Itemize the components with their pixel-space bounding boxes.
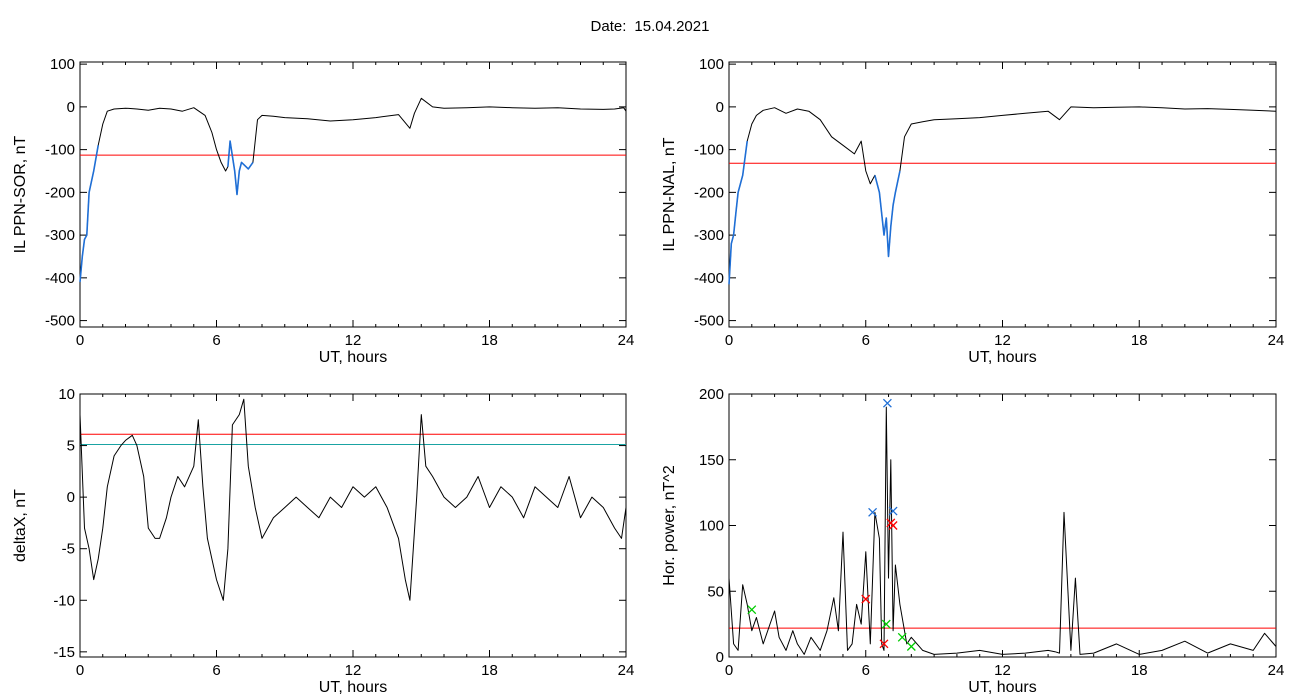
x-tick-label: 6	[212, 662, 220, 679]
y-axis-title: deltaX, nT	[12, 489, 29, 562]
highlighted-segment	[728, 140, 748, 285]
date-value: 15.04.2021	[634, 18, 710, 35]
x-axis-title: UT, hours	[319, 349, 387, 366]
x-tick-label: 12	[345, 662, 362, 679]
x-tick-label: 24	[1268, 662, 1285, 679]
x-tick-label: 6	[862, 332, 870, 349]
x-tick-label: 18	[481, 332, 498, 349]
y-tick-label: -400	[694, 270, 724, 287]
data-series-line	[728, 406, 1277, 655]
y-tick-label: 0	[67, 489, 75, 506]
x-marker	[906, 642, 916, 651]
x-marker	[881, 619, 891, 629]
y-tick-label: 0	[716, 99, 724, 116]
y-tick-label: 0	[67, 99, 75, 116]
y-tick-label: -100	[45, 142, 75, 159]
y-tick-label: -10	[53, 592, 75, 609]
x-tick-label: 18	[1131, 332, 1148, 349]
x-marker	[888, 521, 898, 530]
page-title: Date: 15.04.2021	[0, 18, 1300, 35]
y-tick-label: 0	[716, 649, 724, 666]
data-series-line	[79, 398, 627, 601]
plot-frame	[79, 61, 627, 328]
x-tick-label: 6	[862, 662, 870, 679]
x-tick-label: 24	[1268, 332, 1285, 349]
y-tick-label: 200	[699, 386, 724, 403]
y-tick-label: 100	[699, 518, 724, 535]
y-tick-label: -200	[694, 184, 724, 201]
x-marker	[897, 632, 907, 642]
chart-panel-deltax: 0 6 12 18 24 10 5 0 -5 -10 -15 UT, hours deltaX, nT	[12, 386, 634, 696]
y-tick-label: 50	[707, 583, 724, 600]
highlighted-segment	[79, 145, 99, 283]
y-tick-label: -500	[694, 313, 724, 330]
x-axis-title: UT, hours	[319, 679, 387, 696]
highlighted-segment	[874, 170, 901, 258]
x-tick-label: 0	[725, 332, 733, 349]
x-axis-title: UT, hours	[968, 679, 1036, 696]
y-tick-label: 10	[58, 386, 75, 403]
x-tick-label: 0	[76, 332, 84, 349]
x-tick-label: 12	[994, 662, 1011, 679]
x-axis-title: UT, hours	[968, 349, 1036, 366]
x-marker	[747, 605, 757, 615]
highlighted-segment	[227, 140, 254, 196]
date-label: Date:	[590, 18, 627, 35]
x-tick-label: 24	[618, 332, 635, 349]
y-axis-title: IL PPN-SOR, nT	[12, 135, 29, 253]
x-tick-label: 12	[345, 332, 362, 349]
x-tick-label: 0	[725, 662, 733, 679]
chart-panel-power: 0 6 12 18 24 200 150 100 50 0 UT, hours Hor. power,…	[661, 386, 1284, 696]
x-tick-label: 0	[76, 662, 84, 679]
x-tick-label: 18	[481, 662, 498, 679]
y-tick-label: -100	[694, 142, 724, 159]
x-marker	[861, 594, 871, 604]
y-tick-label: -300	[45, 227, 75, 244]
x-tick-label: 12	[994, 332, 1011, 349]
data-series-line	[728, 106, 1277, 285]
y-tick-label: -500	[45, 313, 75, 330]
plot-frame	[79, 393, 627, 658]
x-tick-label: 6	[212, 332, 220, 349]
y-tick-label: -200	[45, 184, 75, 201]
y-tick-label: 5	[67, 438, 75, 455]
y-axis-title: IL PPN-NAL, nT	[661, 137, 678, 251]
y-tick-label: -300	[694, 227, 724, 244]
x-marker	[888, 506, 898, 516]
chart-panel-nal: 0 6 12 18 24 100 0 -100 -200 -300 -400 -500 UT, hour…	[661, 56, 1284, 366]
y-tick-label: 150	[699, 452, 724, 469]
y-tick-label: 100	[699, 56, 724, 73]
y-tick-label: -5	[62, 541, 75, 558]
data-series-line	[79, 97, 627, 283]
x-marker	[879, 639, 889, 649]
y-tick-label: 100	[50, 56, 75, 73]
x-tick-label: 18	[1131, 662, 1148, 679]
y-tick-label: -400	[45, 270, 75, 287]
chart-panel-sor: 0 6 12 18 24 100 0 -100 -200 -300 -400 -500 UT, hour…	[12, 56, 634, 366]
x-tick-label: 24	[618, 662, 635, 679]
y-tick-label: -15	[53, 644, 75, 661]
y-axis-title: Hor. power, nT^2	[661, 465, 678, 586]
x-marker	[868, 507, 878, 517]
x-marker	[882, 398, 892, 408]
plot-frame	[728, 393, 1277, 658]
plot-frame	[728, 61, 1277, 328]
